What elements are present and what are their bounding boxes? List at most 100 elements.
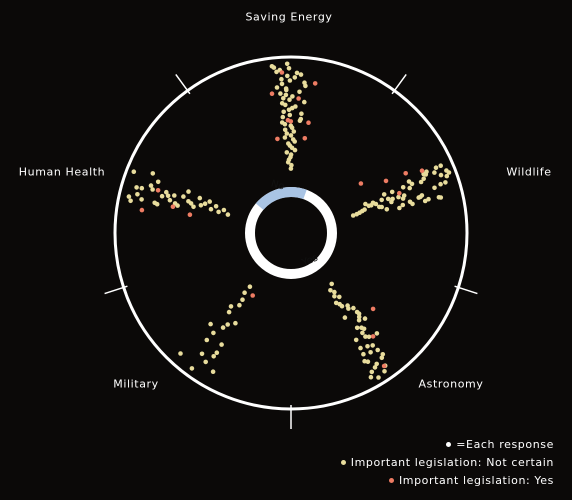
dot-saving-energy-not-certain [269,64,275,69]
dot-human-health-not-certain [126,194,132,199]
dot-astronomy-not-certain [368,374,374,380]
dot-saving-energy-not-certain [281,109,287,115]
dot-human-health-not-certain [134,185,139,190]
dot-military-not-certain [247,284,253,290]
dot-human-health-not-certain [198,203,204,208]
dot-saving-energy-not-certain [287,112,293,118]
dot-military-not-certain [211,354,216,359]
dot-astronomy-not-certain [342,315,348,320]
dot-wildlife-not-certain [438,172,444,178]
dot-human-health-not-certain [213,204,219,209]
dot-saving-energy-not-certain [287,97,292,102]
dot-astronomy-not-certain [332,294,337,299]
dot-human-health-not-certain [152,200,157,206]
dot-saving-energy-not-certain [279,81,285,87]
dot-saving-energy-not-certain [284,61,290,67]
dot-saving-energy-not-certain [279,76,284,82]
dot-astronomy-not-certain [365,359,371,365]
dot-saving-energy-not-certain [289,162,294,168]
dot-human-health-not-certain [181,194,186,199]
dot-human-health-not-certain [131,169,137,174]
dot-astronomy-not-certain [337,294,342,300]
dot-wildlife-not-certain [421,176,427,181]
dot-wildlife-not-certain [381,192,387,197]
dot-military-not-certain [242,290,247,296]
dot-wildlife-not-certain [363,201,368,207]
dot-saving-energy-yes [285,117,291,123]
dot-human-health-yes [187,212,193,217]
dot-saving-energy-not-certain [285,73,290,79]
dot-human-health-not-certain [197,195,203,201]
dot-astronomy-not-certain [356,311,362,317]
dot-human-health-not-certain [165,193,171,199]
dot-astronomy-not-certain [346,306,351,311]
dot-astronomy-not-certain [365,344,370,349]
dot-saving-energy-not-certain [297,89,302,95]
dot-astronomy-not-certain [368,350,373,355]
dot-saving-energy-not-certain [286,141,291,146]
dot-astronomy-yes [370,334,376,339]
dot-saving-energy-yes [279,70,285,75]
dot-wildlife-not-certain [418,179,424,185]
dot-wildlife-not-certain [400,202,406,208]
dot-astronomy-not-certain [382,369,387,374]
dot-human-health-not-certain [172,201,178,206]
dot-wildlife-yes [419,168,425,173]
dot-human-health-yes [155,188,161,193]
dot-astronomy-not-certain [361,326,367,332]
dot-wildlife-not-certain [379,204,385,210]
legend-not-certain: Important legislation: Not certain [340,456,554,469]
dot-military-not-certain [204,337,210,343]
dot-saving-energy-not-certain [286,66,292,71]
dot-wildlife-not-certain [426,196,431,202]
dot-astronomy-not-certain [372,365,378,370]
dot-military-not-certain [208,321,213,327]
dot-astronomy-not-certain [329,281,335,287]
sector-divider-3 [104,285,128,295]
dot-wildlife-not-certain [384,207,390,212]
dot-saving-energy-not-certain [288,166,294,171]
dot-saving-energy-not-certain [293,104,298,109]
dot-saving-energy-not-certain [282,135,288,140]
dot-astronomy-not-certain [353,337,359,343]
dot-human-health-not-certain [221,207,227,213]
dot-human-health-not-certain [172,193,177,198]
legend-swatch-each-response [446,442,452,447]
legend-label-each-response: =Each response [456,438,554,451]
dot-military-not-certain [210,369,216,375]
dot-human-health-not-certain [202,201,208,206]
dot-military-not-certain [178,351,183,356]
category-label-wildlife: Wildlife [506,165,552,179]
dot-saving-energy-not-certain [284,150,290,155]
dot-wildlife-not-certain [432,185,437,191]
dot-human-health-not-certain [164,189,169,195]
dot-human-health-not-certain [135,192,140,197]
category-label-military: Military [113,377,159,391]
dot-saving-energy-yes [302,136,308,141]
dot-human-health-not-certain [207,199,212,204]
dot-wildlife-not-certain [362,207,367,212]
dot-wildlife-not-certain [446,170,452,175]
dot-human-health-not-certain [139,185,145,191]
dot-saving-energy-not-certain [288,133,294,138]
dot-military-not-certain [219,342,224,347]
legend-swatch-not-certain [340,460,346,465]
dot-military-not-certain [203,359,208,365]
dot-wildlife-not-certain [410,201,415,207]
dot-saving-energy-not-certain [299,111,304,116]
dot-military-not-certain [214,350,220,356]
category-label-saving-energy: Saving Energy [245,10,333,24]
dot-human-health-not-certain [208,206,214,212]
dot-wildlife-not-certain [432,170,437,175]
dot-human-health-not-certain [186,199,191,204]
dot-astronomy-not-certain [358,345,363,351]
dot-astronomy-not-certain [366,334,372,340]
dot-military-not-certain [211,330,216,336]
dot-military-not-certain [220,325,226,330]
dot-saving-energy-not-certain [302,99,307,105]
dot-wildlife-not-certain [438,163,444,168]
dot-saving-energy-not-certain [283,86,289,91]
dot-wildlife-not-certain [397,205,402,211]
dot-human-health-not-certain [139,197,144,202]
